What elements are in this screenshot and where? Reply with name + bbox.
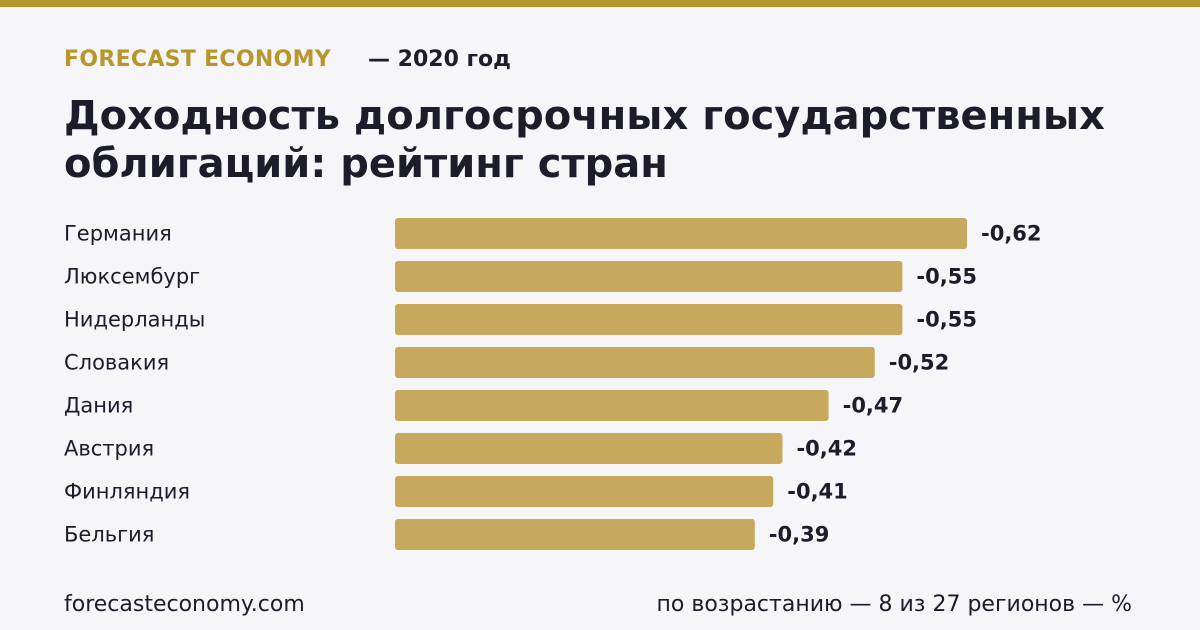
subtitle: — 2020 год (368, 47, 511, 72)
value-label: -0,41 (787, 480, 848, 504)
category-label: Дания (64, 394, 133, 418)
brand: FORECAST ECONOMY (64, 47, 331, 72)
bar (395, 390, 829, 421)
value-label: -0,52 (889, 351, 950, 375)
category-label: Германия (64, 222, 172, 246)
value-label: -0,47 (843, 394, 904, 418)
value-label: -0,42 (796, 437, 857, 461)
value-label: -0,55 (916, 308, 977, 332)
value-label: -0,55 (916, 265, 977, 289)
top-stripe (0, 0, 1200, 7)
bar (395, 304, 903, 335)
note: по возрастанию — 8 из 27 регионов — % (656, 592, 1132, 617)
bar (395, 433, 783, 464)
bar (395, 261, 903, 292)
chart: Германия -0,62 Люксембург -0,55 Нидерланды -0… (64, 218, 1042, 550)
bar (395, 476, 774, 507)
value-label: -0,62 (981, 222, 1042, 246)
bar (395, 218, 967, 249)
category-label: Финляндия (64, 480, 190, 504)
category-label: Австрия (64, 437, 154, 461)
category-label: Люксембург (64, 265, 200, 289)
source: forecasteconomy.com (64, 592, 305, 617)
category-label: Бельгия (64, 523, 154, 547)
category-label: Словакия (64, 351, 169, 375)
value-label: -0,39 (769, 523, 830, 547)
chart-title: Доходность долгосрочных государственных … (64, 93, 1105, 187)
bar (395, 519, 755, 550)
category-label: Нидерланды (64, 308, 205, 332)
bar (395, 347, 875, 378)
